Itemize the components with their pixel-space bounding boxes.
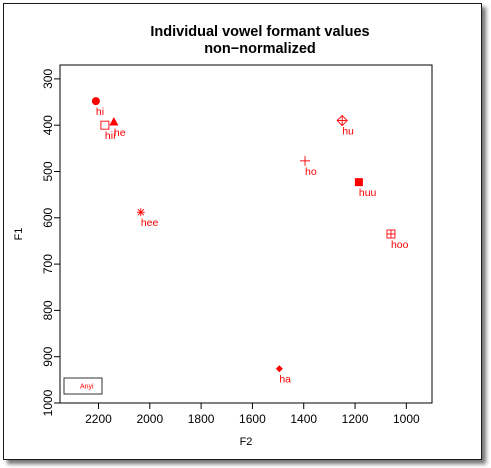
data-point-hii: hii: [100, 120, 116, 142]
data-point-huu: huu: [354, 178, 377, 199]
y-tick-label: 400: [41, 115, 55, 135]
marker-open-square: [100, 120, 110, 130]
x-tick-label: 2000: [136, 412, 163, 426]
marker-diamond-plus: [336, 114, 348, 127]
y-tick-label: 600: [41, 207, 55, 227]
x-tick-label: 1600: [239, 412, 266, 426]
marker-filled-triangle: [109, 116, 119, 126]
data-point-ho: ho: [300, 155, 317, 178]
x-tick-label: 2200: [85, 412, 112, 426]
y-tick-label: 300: [41, 69, 55, 89]
data-point-hee: hee: [136, 208, 159, 229]
data-point-hi: hi: [91, 97, 104, 118]
legend-entry-label: Anyi: [80, 384, 94, 391]
figure-frame: [3, 3, 482, 460]
marker-filled-circle: [91, 97, 100, 106]
marker-filled-diamond: [275, 365, 283, 373]
marker-plus: [300, 155, 311, 166]
marker-asterisk: [136, 208, 145, 217]
chart-title: Individual vowel formant values: [150, 24, 369, 40]
y-axis-label: F1: [13, 228, 25, 241]
point-label: hoo: [391, 239, 409, 251]
data-point-hu: hu: [336, 114, 354, 138]
x-tick-label: 1800: [188, 412, 215, 426]
point-label: he: [114, 127, 126, 139]
x-axis-label: F2: [240, 436, 253, 448]
marker-filled-square: [354, 178, 363, 187]
x-tick-label: 1200: [342, 412, 369, 426]
data-point-ha: ha: [275, 365, 291, 386]
point-label: hu: [342, 126, 354, 138]
plot-area: [59, 64, 433, 404]
y-tick-label: 800: [41, 300, 55, 320]
y-tick-label: 1000: [41, 389, 55, 416]
legend: Anyi: [63, 377, 103, 395]
y-tick-label: 700: [41, 254, 55, 274]
point-label: ha: [279, 374, 291, 386]
data-point-he: he: [109, 116, 126, 139]
x-tick-label: 1000: [393, 412, 420, 426]
legend-box: [63, 377, 103, 395]
chart-subtitle: non−normalized: [204, 41, 316, 57]
y-tick-label: 500: [41, 161, 55, 181]
y-axis: 300 400 500 600 700 800 900 1000: [41, 69, 61, 416]
y-tick-label: 900: [41, 346, 55, 366]
point-label: hi: [96, 106, 104, 118]
x-tick-label: 1400: [290, 412, 317, 426]
point-label: ho: [305, 166, 317, 178]
asterisk-stroke: [137, 208, 145, 216]
x-axis: 2200 2000 1800 1600 1400 1200 1000: [85, 402, 420, 426]
data-point-hoo: hoo: [386, 229, 409, 251]
point-label: hee: [141, 217, 159, 229]
point-label: hii: [105, 130, 116, 142]
point-label: huu: [359, 187, 377, 199]
marker-square-plus: [386, 229, 396, 239]
